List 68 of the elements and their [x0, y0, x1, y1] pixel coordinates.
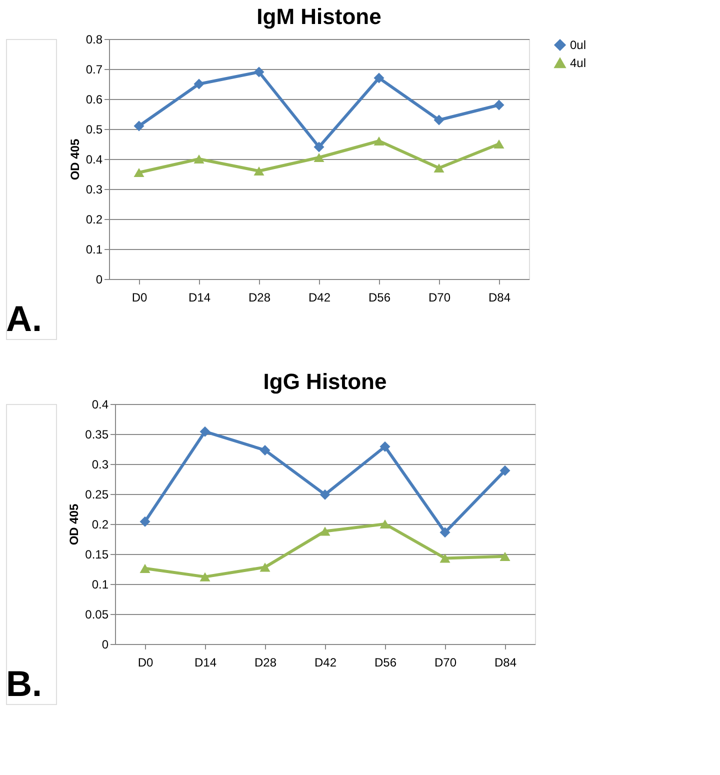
- y-tick-label: 0.4: [86, 152, 103, 166]
- x-tick-label: D84: [488, 290, 511, 304]
- point: [140, 564, 150, 573]
- point: [314, 142, 324, 152]
- y-tick-label: 0.35: [85, 428, 109, 442]
- x-tick-label: D70: [428, 290, 451, 304]
- y-tick-label: 0: [102, 638, 109, 652]
- point: [314, 152, 324, 162]
- point: [200, 426, 210, 437]
- y-axis-title: OD 405: [67, 504, 82, 546]
- x-tick-label: D0: [138, 656, 154, 670]
- point: [320, 526, 330, 536]
- text: B.: [6, 663, 42, 704]
- y-tick-label: 0: [96, 272, 103, 286]
- point: [494, 139, 504, 149]
- y-tick-label: 0.2: [92, 518, 109, 532]
- point: [254, 166, 264, 176]
- point: [260, 444, 270, 456]
- x-tick-label: D14: [194, 656, 217, 670]
- x-tick-label: D56: [374, 656, 397, 670]
- y-tick-label: 0.4: [92, 398, 109, 412]
- x-tick-label: D28: [248, 290, 271, 304]
- point: [140, 516, 150, 527]
- chart-title: IgM Histone: [256, 4, 382, 29]
- text: A.: [6, 298, 42, 339]
- y-tick-label: 0.3: [86, 182, 103, 196]
- point: [134, 168, 144, 178]
- y-axis-title: OD 405: [68, 138, 82, 180]
- x-tick-label: D0: [132, 290, 148, 304]
- point: [200, 572, 210, 582]
- point: [380, 441, 390, 452]
- point: [134, 120, 144, 132]
- x-tick-label: D56: [368, 290, 391, 304]
- legend-label: 4ul: [570, 56, 586, 70]
- y-tick-label: 0.7: [86, 62, 103, 76]
- point: [320, 489, 330, 500]
- point: [374, 136, 384, 146]
- x-tick-label: D28: [254, 656, 277, 670]
- point: [440, 554, 450, 563]
- point: [194, 78, 204, 90]
- point: [194, 154, 204, 164]
- point: [494, 100, 504, 110]
- x-tick-label: D42: [314, 656, 337, 670]
- point: [500, 465, 510, 476]
- point: [440, 527, 450, 538]
- point: [434, 163, 444, 173]
- y-tick-label: 0.1: [86, 242, 103, 256]
- y-tick-label: 0.3: [92, 458, 109, 472]
- y-tick-label: 0.15: [85, 548, 109, 562]
- point: [380, 519, 390, 529]
- y-tick-label: 0.2: [86, 212, 103, 226]
- chart-title: IgG Histone: [263, 369, 387, 394]
- legend-label: 0ul: [570, 38, 586, 52]
- x-tick-label: D70: [434, 656, 457, 670]
- y-tick-label: 0.25: [85, 488, 109, 502]
- y-tick-label: 0.05: [85, 608, 109, 622]
- point: [374, 72, 384, 84]
- x-tick-label: D42: [308, 290, 331, 304]
- x-tick-label: D84: [494, 656, 517, 670]
- point: [434, 114, 444, 126]
- y-tick-label: 0.8: [86, 32, 103, 46]
- x-tick-label: D14: [188, 290, 211, 304]
- y-tick-label: 0.5: [86, 122, 103, 136]
- point: [254, 66, 264, 78]
- point: [500, 552, 510, 561]
- point: [260, 562, 270, 572]
- y-tick-label: 0.1: [92, 578, 109, 592]
- y-tick-label: 0.6: [86, 92, 103, 106]
